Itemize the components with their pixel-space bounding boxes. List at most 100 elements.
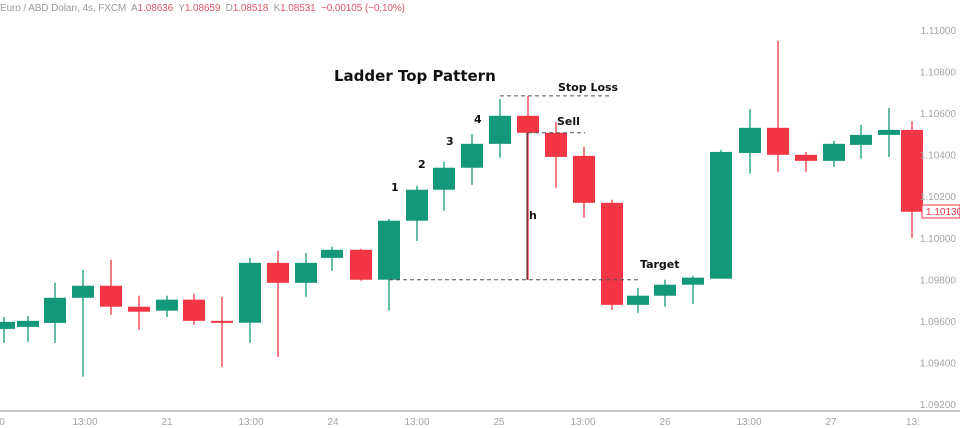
time-tick-label: 13:00 bbox=[570, 417, 595, 428]
step-4-label: 4 bbox=[474, 113, 482, 126]
stop-loss-label: Stop Loss bbox=[558, 81, 619, 94]
candle bbox=[100, 259, 122, 315]
close-value: 1.08531 bbox=[280, 3, 316, 14]
candle bbox=[295, 252, 317, 297]
step-3-label: 3 bbox=[446, 135, 454, 148]
time-tick-label: 21 bbox=[161, 417, 173, 428]
candle-body bbox=[850, 134, 872, 145]
time-axis[interactable]: 0 13:00 21 13:00 24 13:00 25 13:00 26 13:00 27 13: bbox=[0, 417, 920, 428]
candle bbox=[183, 293, 205, 325]
price-tick-label: 1.09400 bbox=[920, 358, 957, 369]
price-tick-label: 1.10000 bbox=[920, 234, 957, 245]
candle bbox=[0, 316, 15, 343]
price-tick-label: 1.09600 bbox=[920, 317, 957, 328]
candle bbox=[44, 282, 66, 343]
candle bbox=[654, 279, 676, 307]
candle bbox=[321, 246, 343, 271]
candle bbox=[545, 121, 567, 188]
candle bbox=[823, 140, 845, 167]
price-tick-label: 1.09200 bbox=[920, 400, 957, 411]
candle-body bbox=[350, 249, 372, 280]
candle-body bbox=[378, 220, 400, 280]
candle-body bbox=[627, 295, 649, 305]
change-value: −0.00105 (−0.10%) bbox=[320, 3, 405, 14]
candle-body bbox=[654, 284, 676, 296]
candle bbox=[128, 295, 150, 330]
candle-body bbox=[128, 306, 150, 312]
candle-body bbox=[461, 143, 483, 168]
close-label: K bbox=[273, 3, 281, 14]
candle bbox=[901, 120, 923, 238]
candle-body bbox=[100, 285, 122, 307]
low-value: 1.08518 bbox=[232, 3, 269, 14]
candle bbox=[433, 161, 455, 211]
candle bbox=[378, 218, 400, 311]
candle bbox=[267, 250, 289, 357]
candle bbox=[239, 257, 261, 343]
candle-body bbox=[682, 277, 704, 285]
candle-body bbox=[17, 320, 39, 327]
candle-body bbox=[878, 129, 900, 135]
price-tick-label: 1.10600 bbox=[920, 109, 957, 120]
last-price-label: 1.10130 bbox=[926, 207, 960, 218]
price-tick-label: 1.10400 bbox=[920, 151, 957, 162]
candle bbox=[878, 107, 900, 157]
step-1-label: 1 bbox=[391, 181, 399, 194]
time-tick-label: 13:00 bbox=[72, 417, 97, 428]
symbol-header: Euro / ABD Doları, 4s, FXCM A1.08636 Y1.… bbox=[0, 3, 405, 14]
time-tick-label: 13:00 bbox=[238, 417, 263, 428]
last-price-marker: 1.10130 bbox=[921, 204, 960, 219]
price-tick-label: 1.10200 bbox=[920, 192, 957, 203]
time-tick-label: 25 bbox=[493, 417, 505, 428]
time-tick-label: 13:00 bbox=[404, 417, 429, 428]
candle bbox=[156, 295, 178, 317]
candle bbox=[627, 287, 649, 313]
candle bbox=[795, 151, 817, 172]
pattern-title: Ladder Top Pattern bbox=[334, 67, 496, 85]
price-tick-label: 1.10800 bbox=[920, 68, 957, 79]
candle-body bbox=[823, 143, 845, 161]
candle-body bbox=[44, 297, 66, 323]
candles-layer bbox=[0, 40, 923, 377]
open-label: A bbox=[131, 3, 138, 14]
time-tick-label: 26 bbox=[659, 417, 671, 428]
candle-body bbox=[573, 155, 595, 203]
candle bbox=[710, 149, 732, 279]
candle-body bbox=[239, 262, 261, 323]
time-tick-label: 24 bbox=[327, 417, 339, 428]
candle bbox=[850, 124, 872, 159]
candle bbox=[739, 108, 761, 174]
candle bbox=[573, 146, 595, 218]
candle bbox=[461, 133, 483, 185]
step-2-label: 2 bbox=[418, 158, 426, 171]
candle-body bbox=[739, 127, 761, 153]
annotation-lines bbox=[389, 95, 640, 281]
candle-body bbox=[545, 132, 567, 157]
candle bbox=[517, 95, 539, 280]
candle-body bbox=[72, 285, 94, 298]
candle-body bbox=[901, 129, 923, 212]
candle-body bbox=[295, 262, 317, 283]
time-tick-label: 13:00 bbox=[736, 417, 761, 428]
symbol-name: Euro / ABD Doları, 4s, FXCM bbox=[0, 3, 127, 14]
candle-body bbox=[517, 115, 539, 133]
candle bbox=[211, 296, 233, 367]
low-label: D bbox=[225, 3, 233, 14]
candle-body bbox=[767, 127, 789, 155]
candle bbox=[350, 248, 372, 281]
candle bbox=[489, 98, 511, 158]
candle-body bbox=[601, 202, 623, 305]
price-tick-label: 1.09800 bbox=[920, 275, 957, 286]
candle-body bbox=[795, 154, 817, 161]
candle-body bbox=[406, 189, 428, 221]
candle-body bbox=[433, 167, 455, 190]
sell-label: Sell bbox=[557, 115, 580, 128]
candle-body bbox=[211, 320, 233, 323]
candle-body bbox=[710, 151, 732, 279]
time-tick-label: 0 bbox=[0, 417, 5, 428]
high-label: Y bbox=[178, 3, 185, 14]
candle bbox=[601, 199, 623, 310]
candle-body bbox=[156, 299, 178, 311]
price-axis[interactable]: 1.11000 1.10800 1.10600 1.10400 1.10200 1.100… bbox=[920, 26, 957, 411]
